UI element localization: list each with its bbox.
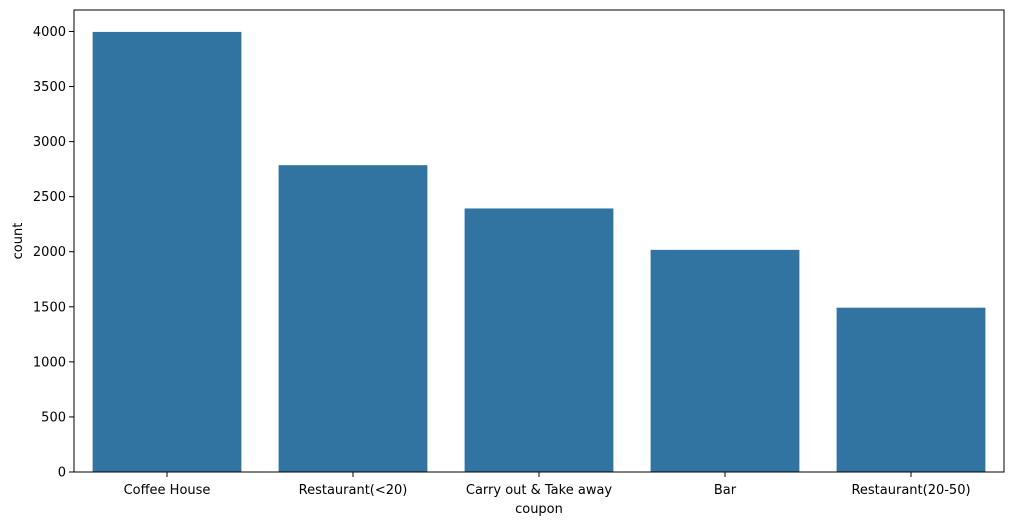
y-tick-label: 2000	[33, 245, 66, 260]
bar-3	[650, 249, 800, 472]
bar-1	[278, 165, 428, 472]
bar-0	[92, 31, 242, 473]
bar-4	[836, 307, 986, 472]
bar-2	[464, 208, 614, 473]
x-tick-label: Restaurant(20-50)	[851, 483, 970, 498]
y-tick-label: 2500	[33, 190, 66, 205]
y-tick-label: 500	[41, 410, 66, 425]
y-tick-label: 4000	[33, 25, 66, 40]
y-tick-label: 0	[58, 466, 66, 481]
y-axis-label: count	[11, 223, 26, 260]
y-axis-ticks: 0 500 1000 1500 2000 2500 3000 3500 4000	[33, 25, 74, 481]
y-tick-label: 1500	[33, 300, 66, 315]
x-tick-label: Coffee House	[124, 483, 211, 498]
y-tick-label: 3000	[33, 135, 66, 150]
x-tick-label: Carry out & Take away	[466, 483, 613, 498]
x-axis-label: coupon	[515, 502, 563, 517]
y-tick-label: 3500	[33, 80, 66, 95]
x-tick-label: Bar	[714, 483, 737, 498]
x-axis-ticks: Coffee House Restaurant(<20) Carry out & T…	[124, 472, 971, 498]
x-tick-label: Restaurant(<20)	[299, 483, 408, 498]
y-tick-label: 1000	[33, 355, 66, 370]
bars-group	[92, 31, 986, 473]
